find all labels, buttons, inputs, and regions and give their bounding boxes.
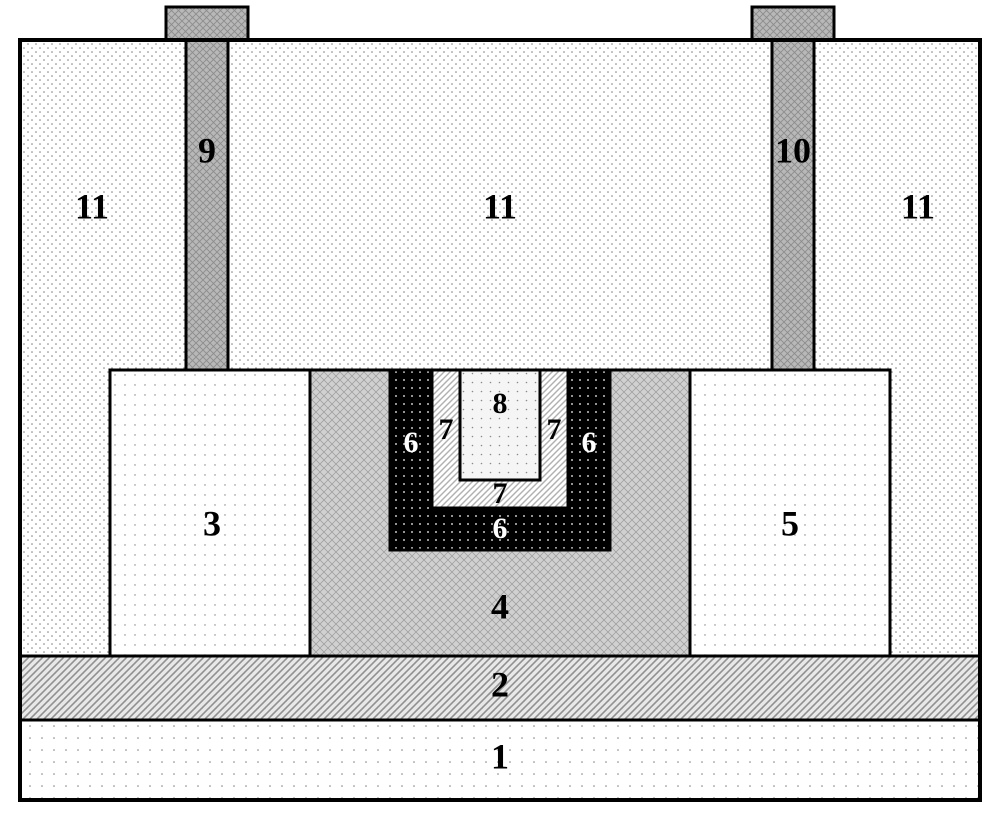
label-region-4: 4 [491,586,509,626]
label-layer-2: 2 [491,664,509,704]
label-6-411: 6 [404,426,419,459]
label-layer-1: 1 [491,736,509,776]
cap-10 [752,7,834,40]
label-via-10: 10 [775,130,811,170]
label-via-9: 9 [198,130,216,170]
via-10 [772,40,814,370]
cap-9 [166,7,248,40]
label-region-3: 3 [203,503,221,543]
label-7-554: 7 [547,413,562,446]
label-region-8: 8 [493,387,508,420]
label-7-446: 7 [439,413,454,446]
label-6-589: 6 [582,426,597,459]
label-6-500: 6 [493,512,508,545]
via-9 [186,40,228,370]
label-11-918: 11 [901,186,935,226]
label-11-92: 11 [75,186,109,226]
label-region-5: 5 [781,503,799,543]
label-11-500: 11 [483,186,517,226]
label-7-500: 7 [493,477,508,510]
